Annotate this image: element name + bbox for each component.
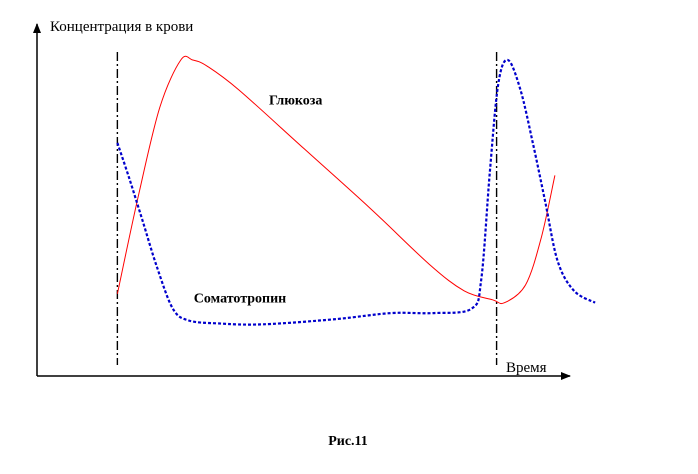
series-line-glucose [116, 55, 556, 305]
x-axis-label: Время [506, 360, 547, 376]
series-label-glucose: Глюкоза [269, 93, 322, 108]
figure-caption: Рис.11 [328, 434, 368, 449]
y-axis-label: Концентрация в крови [50, 19, 193, 35]
series-label-somatotropin: Соматотропин [194, 292, 286, 307]
series-line-somatotropin [116, 58, 596, 326]
